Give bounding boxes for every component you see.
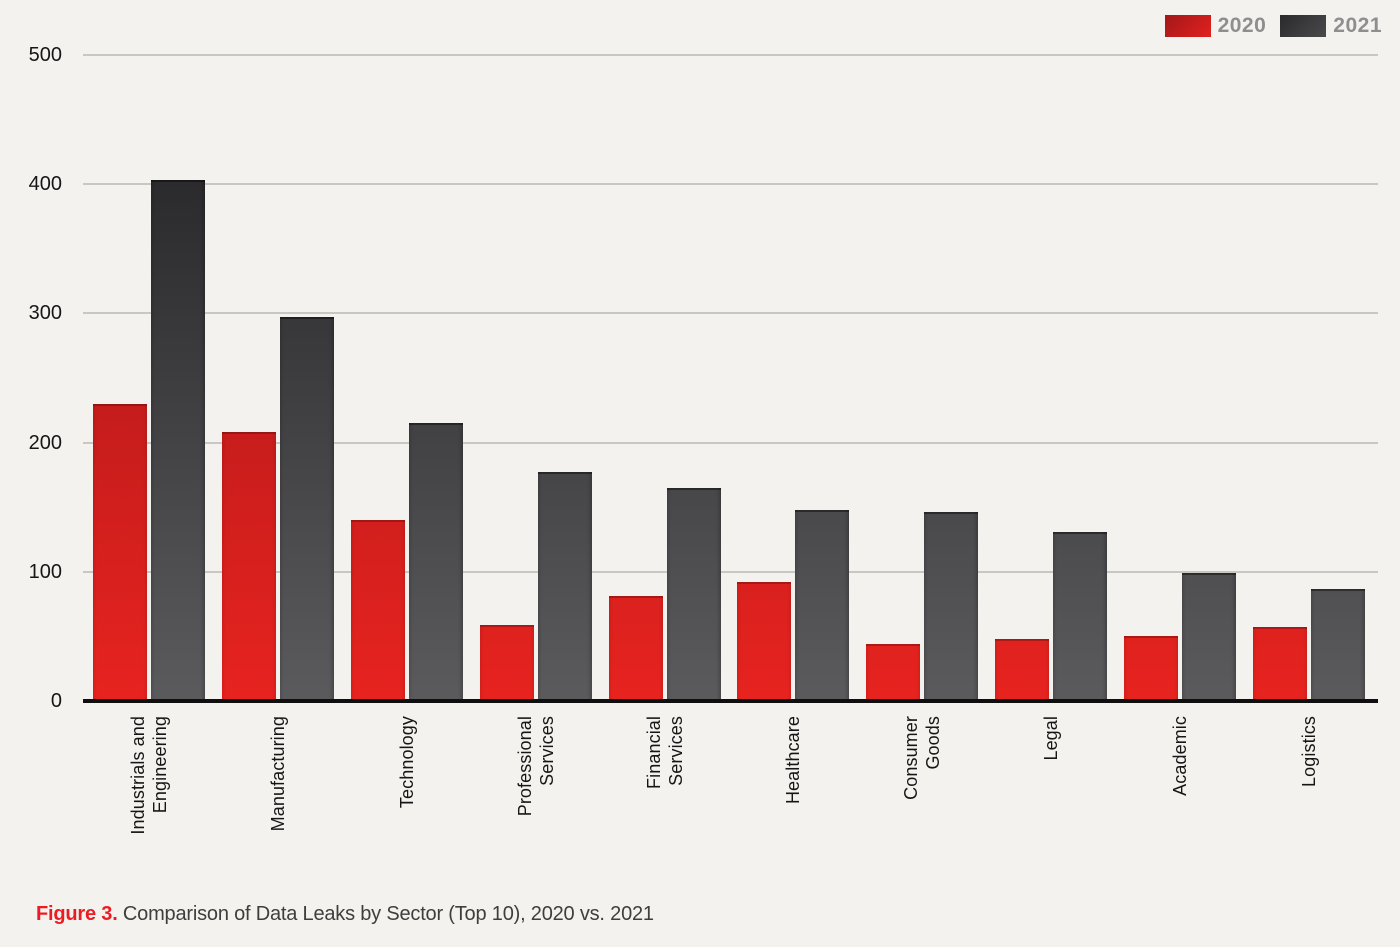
x-tick-label-financial-services: Financial Services bbox=[643, 716, 686, 789]
bar-2021-industrials-and-engineering bbox=[151, 180, 205, 701]
bar-2021-logistics bbox=[1310, 589, 1365, 701]
bar-group-financial-services bbox=[608, 488, 721, 701]
x-axis-line bbox=[83, 699, 1378, 703]
bar-group-industrials-and-engineering bbox=[93, 180, 205, 701]
bar-groups bbox=[83, 55, 1378, 701]
x-tick-label-technology: Technology bbox=[396, 716, 417, 809]
bar-2021-manufacturing bbox=[279, 317, 334, 701]
x-tick-label-professional-services: Professional Services bbox=[514, 716, 557, 817]
bar-group-professional-services bbox=[479, 472, 592, 701]
x-label-cell-professional-services: Professional Services bbox=[480, 706, 592, 896]
bar-2020-technology bbox=[350, 520, 405, 701]
x-label-cell-legal: Legal bbox=[995, 706, 1107, 896]
bar-2021-financial-services bbox=[666, 488, 721, 701]
bar-2021-consumer-goods bbox=[924, 512, 979, 701]
bar-group-legal bbox=[995, 532, 1108, 701]
bar-2020-healthcare bbox=[737, 582, 792, 701]
bar-2020-financial-services bbox=[608, 596, 663, 701]
bar-2020-industrials-and-engineering bbox=[93, 404, 147, 701]
x-axis-labels: Industrials and Engineering Manufacturing… bbox=[83, 706, 1378, 896]
figure-caption-number: Figure 3. bbox=[36, 903, 118, 925]
x-tick-label-industrials-and-engineering: Industrials and Engineering bbox=[128, 716, 170, 835]
x-tick-label-healthcare: Healthcare bbox=[783, 716, 804, 805]
bar-group-technology bbox=[350, 423, 463, 701]
y-tick-label-500: 500 bbox=[28, 44, 62, 66]
bar-2020-manufacturing bbox=[221, 432, 276, 701]
x-label-cell-manufacturing: Manufacturing bbox=[222, 706, 334, 896]
bar-group-logistics bbox=[1252, 589, 1365, 701]
gridline-200 bbox=[83, 441, 1378, 444]
gridline-100 bbox=[83, 570, 1378, 573]
bar-2021-legal bbox=[1053, 532, 1108, 701]
gridline-500 bbox=[83, 54, 1378, 56]
bar-2020-legal bbox=[995, 639, 1050, 701]
y-tick-label-200: 200 bbox=[28, 431, 62, 454]
y-tick-label-300: 300 bbox=[28, 302, 62, 325]
figure-caption: Figure 3. Comparison of Data Leaks by Se… bbox=[36, 903, 654, 926]
y-tick-label-400: 400 bbox=[28, 173, 62, 196]
x-label-cell-financial-services: Financial Services bbox=[609, 706, 721, 896]
legend-swatch-2020-icon bbox=[1164, 15, 1211, 37]
bar-group-manufacturing bbox=[221, 317, 334, 701]
bar-2021-healthcare bbox=[795, 510, 850, 701]
bar-2020-logistics bbox=[1252, 627, 1307, 701]
legend-label-2020: 2020 bbox=[1217, 14, 1267, 37]
x-tick-label-legal: Legal bbox=[1041, 716, 1062, 761]
figure-caption-text: Comparison of Data Leaks by Sector (Top … bbox=[117, 903, 654, 925]
x-label-cell-academic: Academic bbox=[1124, 706, 1236, 896]
legend-item-2020: 2020 bbox=[1164, 14, 1267, 38]
bar-2020-consumer-goods bbox=[866, 644, 921, 701]
x-label-cell-healthcare: Healthcare bbox=[737, 706, 849, 896]
gridline-400 bbox=[83, 183, 1378, 186]
gridline-300 bbox=[83, 312, 1378, 315]
x-label-cell-consumer-goods: Consumer Goods bbox=[866, 706, 978, 896]
legend-label-2021: 2021 bbox=[1333, 14, 1382, 37]
bar-group-academic bbox=[1124, 573, 1236, 701]
bar-2020-academic bbox=[1124, 636, 1178, 701]
x-label-cell-technology: Technology bbox=[351, 706, 463, 896]
bar-2021-academic bbox=[1182, 573, 1236, 701]
x-tick-label-logistics: Logistics bbox=[1298, 716, 1319, 787]
bar-2021-technology bbox=[408, 423, 463, 701]
x-tick-label-academic: Academic bbox=[1170, 716, 1190, 796]
x-tick-label-manufacturing: Manufacturing bbox=[267, 716, 288, 832]
bar-group-consumer-goods bbox=[866, 512, 979, 701]
x-label-cell-industrials-and-engineering: Industrials and Engineering bbox=[93, 706, 205, 896]
y-tick-label-0: 0 bbox=[50, 690, 62, 712]
legend-swatch-2021-icon bbox=[1280, 15, 1327, 37]
bar-group-healthcare bbox=[737, 510, 850, 701]
x-tick-label-consumer-goods: Consumer Goods bbox=[901, 716, 944, 800]
chart-legend: 2020 2021 bbox=[1164, 14, 1382, 38]
bar-2020-professional-services bbox=[479, 625, 534, 701]
x-label-cell-logistics: Logistics bbox=[1253, 706, 1365, 896]
bar-2021-professional-services bbox=[537, 472, 592, 701]
plot-area bbox=[83, 54, 1378, 701]
y-tick-label-100: 100 bbox=[28, 560, 62, 583]
legend-item-2021: 2021 bbox=[1280, 14, 1382, 38]
